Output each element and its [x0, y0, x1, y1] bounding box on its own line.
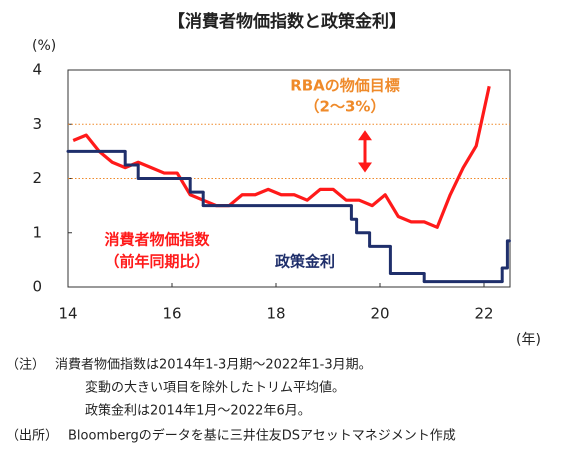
y-tick-label: 3	[32, 115, 42, 133]
arrow-head	[358, 162, 372, 173]
arrow-head	[358, 130, 372, 141]
y-tick-label: 1	[32, 223, 42, 241]
x-tick-label: 22	[474, 305, 493, 323]
y-unit: (%)	[32, 38, 56, 54]
cpi-line	[72, 85, 491, 229]
y-tick-label: 0	[32, 278, 42, 296]
source-label: （出所）	[6, 429, 58, 444]
note-text: 変動の大きい項目を除外したトリム平均値。	[85, 380, 345, 396]
y-tick-label: 4	[32, 61, 42, 79]
x-tick-label: 14	[58, 305, 77, 323]
target-label: （2～3%）	[305, 98, 386, 116]
note-text: 消費者物価指数は2014年1-3月期～2022年1-3月期。	[55, 358, 372, 373]
target-label: RBAの物価目標	[290, 77, 400, 95]
x-tick-label: 20	[370, 305, 389, 323]
x-tick-label: 18	[266, 305, 285, 323]
x-unit: (年)	[516, 332, 541, 348]
cpi-label: （前年同期比）	[104, 253, 209, 271]
cpi-label: 消費者物価指数	[104, 231, 210, 249]
chart-title: 【消費者物価指数と政策金利】	[168, 11, 406, 32]
source-text: Bloombergのデータを基に三井住友DSアセットマネジメント作成	[68, 428, 456, 444]
note-text: 政策金利は2014年1月～2022年6月。	[85, 403, 311, 419]
y-tick-label: 2	[32, 169, 42, 187]
note-label: （注）	[6, 358, 45, 373]
rate-label: 政策金利	[275, 253, 335, 271]
x-tick-label: 16	[162, 305, 181, 323]
